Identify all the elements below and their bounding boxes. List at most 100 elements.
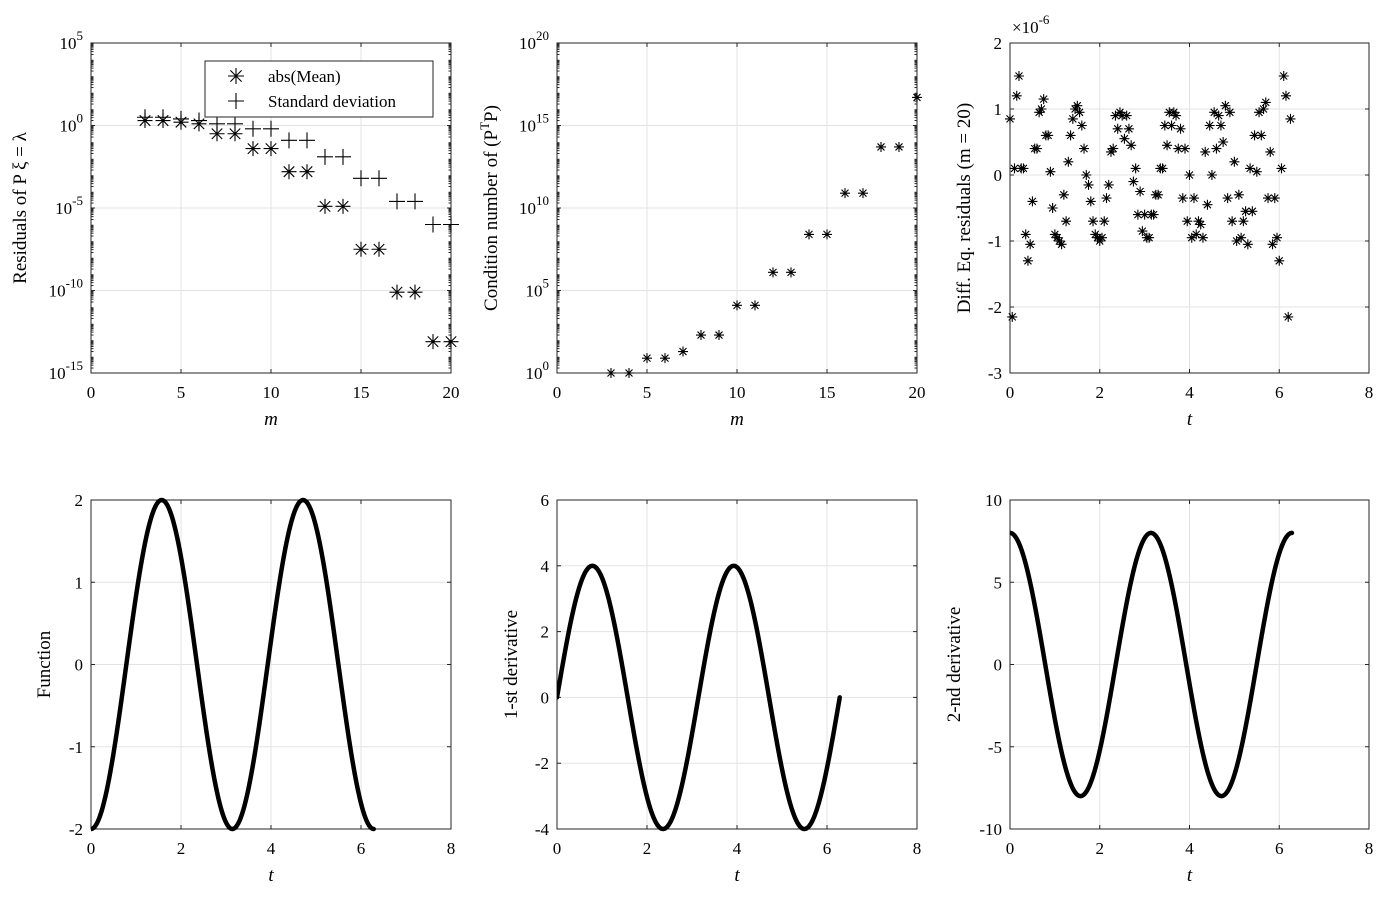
data-point-asterisk [1007,311,1018,322]
y-tick-label: -2 [69,820,83,839]
data-point-asterisk [1211,143,1222,154]
y-tick-label: 0 [75,656,84,675]
data-point-asterisk [1197,232,1208,243]
data-point-asterisk [1034,107,1045,118]
data-point-asterisk [1101,193,1112,204]
legend-box [204,60,434,118]
tick-base: 10 [519,117,536,136]
data-point-asterisk [1254,107,1265,118]
data-point-asterisk [1186,232,1197,243]
series-line [1010,530,1295,799]
data-point-asterisk [1067,113,1078,124]
exponent-base: ×10 [1012,18,1039,37]
data-point-plus [299,132,315,149]
y-tick-label: 1015 [519,111,549,136]
tick-exponent: -15 [66,358,83,373]
y-tick-label: -5 [988,738,1002,757]
tick-base: 10 [526,282,543,301]
data-point-plus [371,170,387,187]
tick-base: 10 [519,34,536,53]
y-axis-label-text: Function [34,630,55,698]
data-point-asterisk [858,188,868,199]
data-point-plus [389,193,405,210]
data-point-asterisk [732,300,742,311]
data-point-plus [155,109,171,126]
data-point-plus [425,216,441,233]
y-tick-label: 1 [994,100,1003,119]
data-point-asterisk [768,267,778,278]
data-point-asterisk [1155,163,1166,174]
data-point-asterisk [606,368,616,378]
x-tick-label: 4 [267,839,276,858]
data-point-asterisk [1108,143,1119,154]
x-tick-label: 6 [823,839,832,858]
data-point-asterisk [912,92,922,103]
data-point-asterisk [1256,130,1267,141]
data-point-asterisk [1088,216,1099,227]
data-point-plus [263,120,279,137]
data-point-asterisk [1013,71,1024,81]
y-tick-label: 10-5 [55,193,83,218]
data-point-asterisk [1280,90,1291,101]
axis-exponent: ×10-6 [1012,12,1050,37]
data-point-asterisk [1119,133,1130,144]
tick-exponent: 15 [536,111,549,126]
data-point-asterisk [1081,170,1092,180]
data-point-asterisk [1072,100,1083,111]
y-tick-label: 105 [526,276,550,301]
tick-base: 10 [55,199,72,218]
y-axis-label-text: Residuals of P ξ = λ [10,131,31,284]
y-tick-label: -1 [69,738,83,757]
data-point-asterisk [1175,123,1186,134]
data-point-asterisk [1204,120,1215,131]
x-tick-label: 4 [1185,383,1194,402]
tick-base: 10 [49,364,66,383]
data-point-asterisk [1132,209,1143,220]
data-point-asterisk [317,198,333,214]
legend-entry: Standard deviation [268,92,396,111]
data-point-asterisk [1103,179,1114,190]
data-point-asterisk [299,164,315,180]
data-point-asterisk [1056,239,1067,250]
data-point-asterisk [1240,206,1251,217]
data-point-asterisk [1251,166,1262,177]
data-point-asterisk [1242,239,1253,250]
data-point-plus [228,93,244,109]
y-tick-label: 0 [541,688,550,707]
data-point-asterisk [1200,146,1211,157]
y-tick-label: 2 [75,491,84,510]
x-tick-label: 0 [1006,839,1015,858]
data-point-asterisk [1146,209,1157,220]
x-tick-label: 0 [1006,383,1015,402]
data-point-asterisk [335,198,351,214]
y-axis-label-end: P) [481,105,502,122]
data-point-asterisk [1238,216,1249,227]
data-point-asterisk [660,353,670,364]
data-point-asterisk [1085,196,1096,207]
tick-exponent: -10 [66,276,83,291]
data-point-asterisk [1052,232,1063,243]
data-point-asterisk [1016,163,1027,174]
data-point-asterisk [227,126,243,142]
x-axis-label: t [1187,409,1193,430]
x-tick-label: 0 [87,839,96,858]
data-point-asterisk [1105,146,1116,157]
data-point-asterisk [245,141,261,157]
data-point-asterisk [1096,232,1107,243]
legend-entry: abs(Mean) [268,67,341,86]
data-point-asterisk [1150,189,1161,200]
tick-exponent: 0 [543,358,550,373]
data-point-asterisk [1110,110,1121,121]
data-point-asterisk [443,334,459,350]
data-point-asterisk [1245,163,1256,174]
data-point-asterisk [1188,193,1199,204]
x-tick-label: 8 [1365,383,1374,402]
data-point-asterisk [1090,229,1101,240]
data-point-asterisk [894,141,904,152]
x-tick-label: 8 [913,839,922,858]
y-axis-label: 1-st derivative [501,610,522,719]
data-point-plus [281,132,297,149]
y-tick-label: 10 [985,491,1002,510]
